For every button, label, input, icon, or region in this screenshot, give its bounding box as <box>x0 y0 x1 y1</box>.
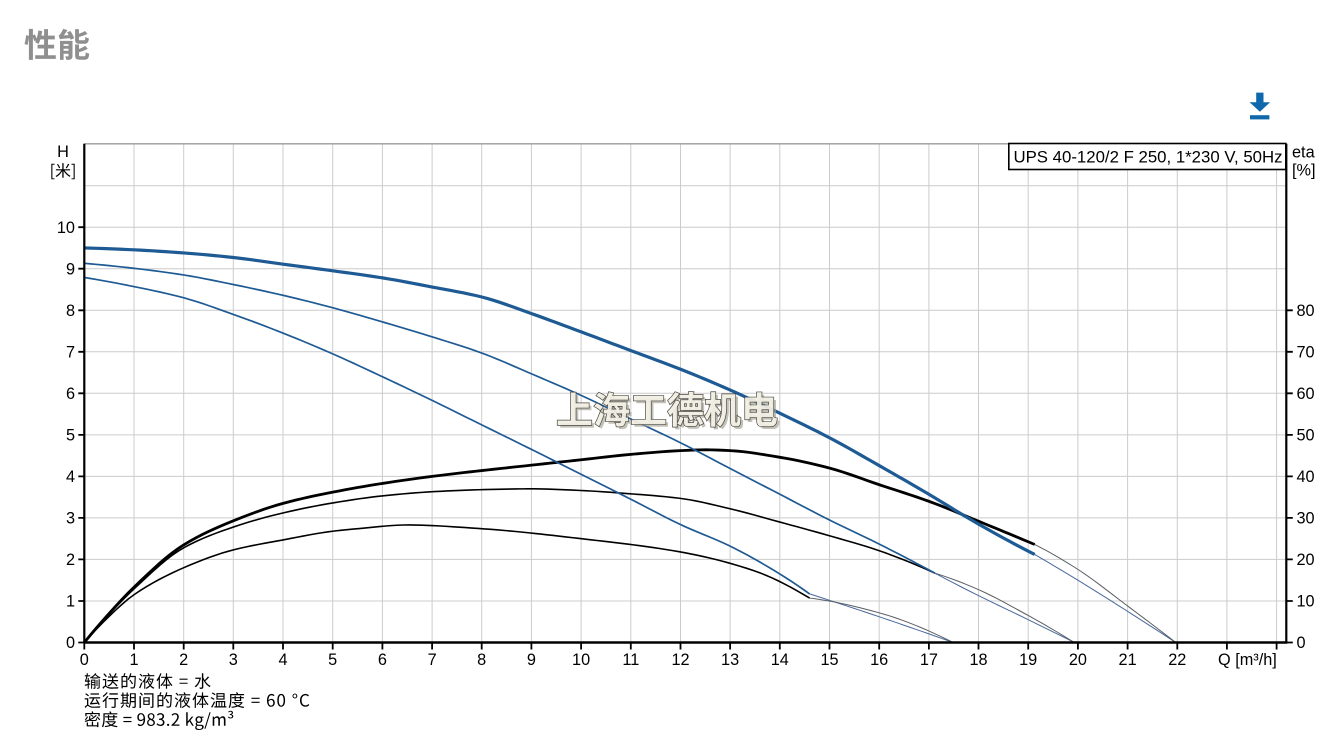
svg-text:10: 10 <box>57 219 75 237</box>
svg-text:17: 17 <box>920 651 938 669</box>
svg-text:4: 4 <box>278 651 287 669</box>
svg-text:70: 70 <box>1297 344 1315 362</box>
svg-text:21: 21 <box>1119 651 1137 669</box>
svg-text:60: 60 <box>1297 385 1315 403</box>
svg-text:3: 3 <box>66 510 75 528</box>
svg-text:30: 30 <box>1297 510 1315 528</box>
svg-text:2: 2 <box>179 651 188 669</box>
svg-text:20: 20 <box>1069 651 1087 669</box>
svg-text:0: 0 <box>66 634 75 652</box>
svg-text:0: 0 <box>80 651 89 669</box>
svg-text:40: 40 <box>1297 468 1315 486</box>
svg-text:11: 11 <box>622 651 639 669</box>
svg-text:8: 8 <box>477 651 486 669</box>
svg-text:7: 7 <box>66 344 75 362</box>
svg-text:10: 10 <box>572 651 590 669</box>
svg-text:2: 2 <box>66 551 75 569</box>
svg-text:22: 22 <box>1168 651 1186 669</box>
svg-text:50: 50 <box>1297 427 1315 445</box>
svg-text:UPS 40-120/2 F 250, 1*230 V, 5: UPS 40-120/2 F 250, 1*230 V, 50Hz <box>1014 147 1283 166</box>
svg-text:1: 1 <box>66 593 75 611</box>
svg-text:0: 0 <box>1297 634 1306 652</box>
svg-text:80: 80 <box>1297 302 1315 320</box>
svg-text:6: 6 <box>66 385 75 403</box>
svg-text:5: 5 <box>66 427 75 445</box>
svg-text:14: 14 <box>771 651 789 669</box>
svg-text:15: 15 <box>820 651 838 669</box>
svg-text:10: 10 <box>1297 593 1315 611</box>
svg-text:7: 7 <box>428 651 437 669</box>
svg-text:9: 9 <box>66 260 75 278</box>
svg-text:12: 12 <box>671 651 689 669</box>
svg-text:20: 20 <box>1297 551 1315 569</box>
svg-text:16: 16 <box>870 651 888 669</box>
svg-text:3: 3 <box>229 651 238 669</box>
svg-text:8: 8 <box>66 302 75 320</box>
svg-text:H: H <box>57 143 69 161</box>
svg-text:eta: eta <box>1292 144 1316 162</box>
svg-text:9: 9 <box>527 651 536 669</box>
svg-text:6: 6 <box>378 651 387 669</box>
svg-text:1: 1 <box>129 651 138 669</box>
svg-text:Q [m³/h]: Q [m³/h] <box>1218 651 1277 669</box>
svg-text:13: 13 <box>721 651 739 669</box>
svg-text:5: 5 <box>328 651 337 669</box>
svg-text:4: 4 <box>66 468 75 486</box>
svg-text:19: 19 <box>1019 651 1037 669</box>
svg-text:18: 18 <box>969 651 987 669</box>
svg-text:[%]: [%] <box>1292 162 1316 180</box>
